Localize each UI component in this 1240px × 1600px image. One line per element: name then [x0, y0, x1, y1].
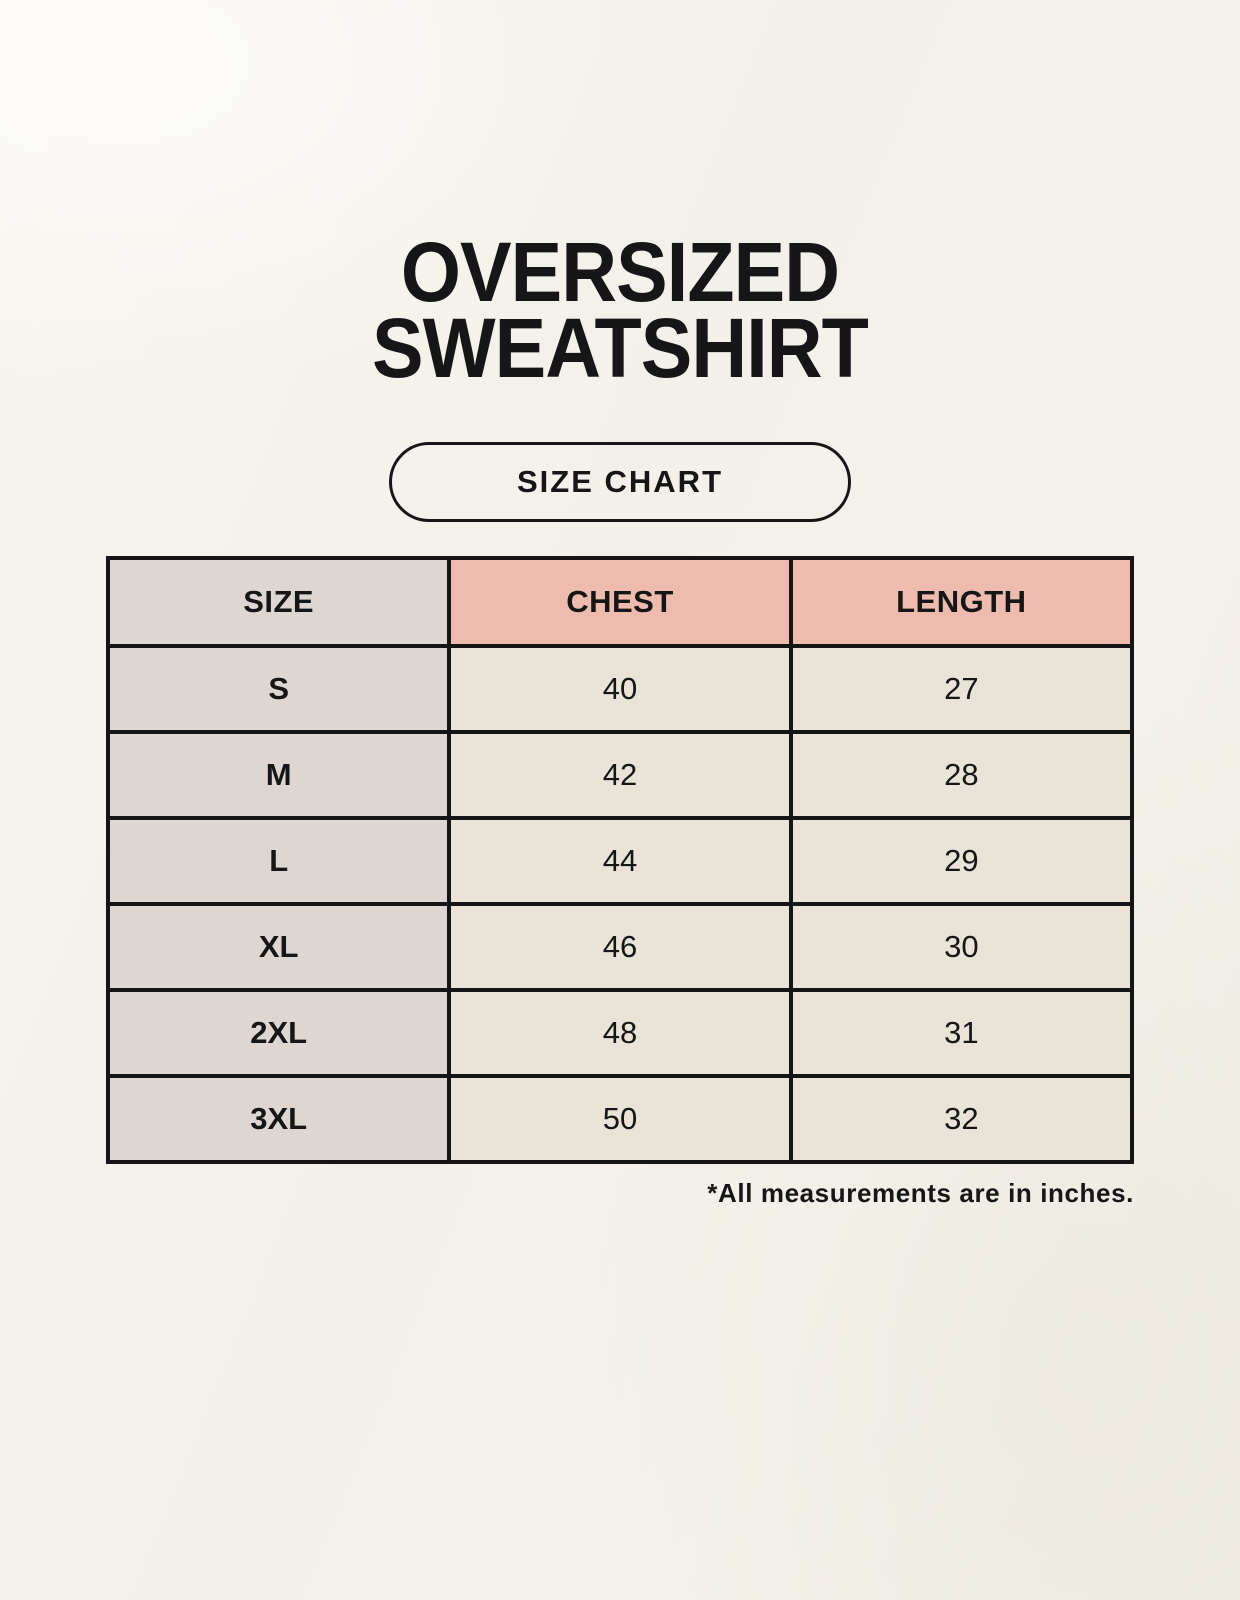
- table-row-xl: XL 46 30: [105, 902, 1135, 992]
- length-value: 32: [788, 1074, 1135, 1164]
- table-row-2xl: 2XL 48 31: [105, 988, 1135, 1078]
- table-row-m: M 42 28: [105, 730, 1135, 820]
- chest-value: 40: [447, 644, 793, 734]
- size-chart-badge-label: SIZE CHART: [517, 464, 723, 499]
- length-value: 30: [788, 902, 1135, 992]
- measurements-footnote: *All measurements are in inches.: [707, 1178, 1134, 1208]
- length-value: 28: [788, 730, 1135, 820]
- chest-value: 50: [447, 1074, 793, 1164]
- table-row-l: L 44 29: [105, 816, 1135, 906]
- title-line-1: OVERSIZED: [400, 225, 840, 319]
- size-table: SIZE CHEST LENGTH S 40 27 M 42 28 L 44 2…: [105, 556, 1135, 1164]
- size-label: 2XL: [105, 988, 452, 1078]
- length-value: 29: [788, 816, 1135, 906]
- table-row-3xl: 3XL 50 32: [105, 1074, 1135, 1164]
- chest-value: 46: [447, 902, 793, 992]
- table-header-row: SIZE CHEST LENGTH: [105, 556, 1135, 648]
- size-chart-badge: SIZE CHART: [389, 442, 851, 522]
- size-label: S: [105, 644, 452, 734]
- length-value: 27: [788, 644, 1135, 734]
- page-title: OVERSIZED SWEATSHIRT: [50, 0, 1191, 390]
- size-label: XL: [105, 902, 452, 992]
- column-header-chest: CHEST: [447, 556, 793, 648]
- length-value: 31: [788, 988, 1135, 1078]
- chest-value: 42: [447, 730, 793, 820]
- size-label: L: [105, 816, 452, 906]
- chest-value: 48: [447, 988, 793, 1078]
- size-label: M: [105, 730, 452, 820]
- chest-value: 44: [447, 816, 793, 906]
- column-header-size: SIZE: [105, 556, 452, 648]
- title-line-2: SWEATSHIRT: [372, 301, 869, 395]
- column-header-length: LENGTH: [788, 556, 1135, 648]
- table-row-s: S 40 27: [105, 644, 1135, 734]
- size-label: 3XL: [105, 1074, 452, 1164]
